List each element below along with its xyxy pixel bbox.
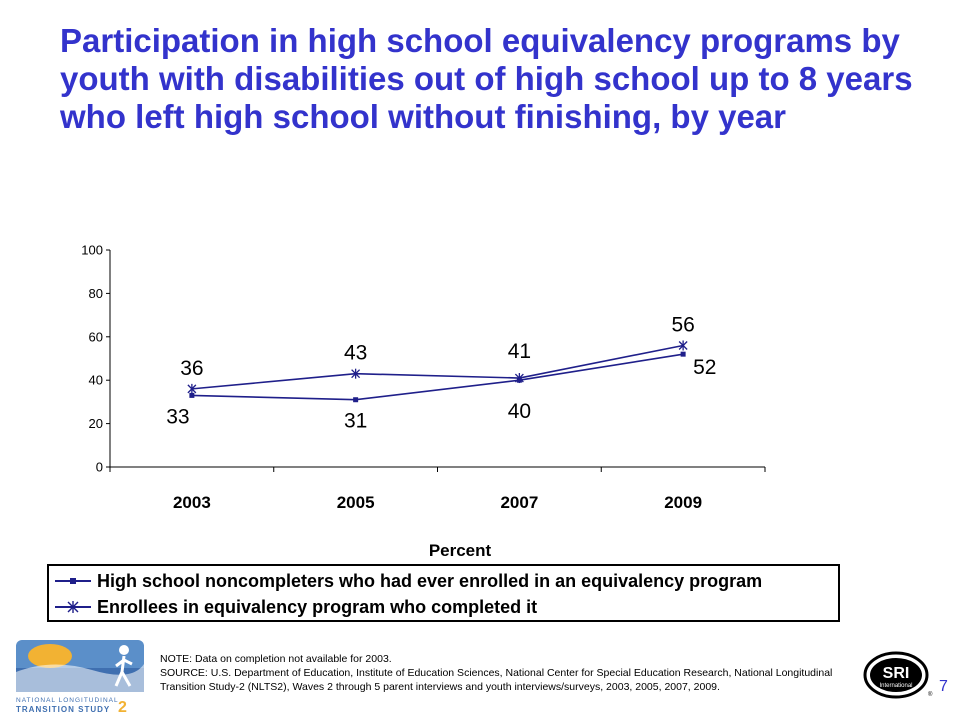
x-category-label: 2005 (337, 493, 375, 512)
data-point-asterisk (678, 340, 688, 351)
data-labels: 33 31 40 52 36 43 41 56 (166, 313, 716, 432)
y-tick-label: 60 (89, 329, 103, 344)
data-label: 43 (344, 342, 367, 365)
legend-label-noncompleters: High school noncompleters who had ever e… (97, 570, 763, 591)
data-label: 56 (671, 313, 694, 336)
data-label: 41 (508, 340, 531, 363)
y-tick-label: 100 (81, 243, 103, 258)
note-text: NOTE: Data on completion not available f… (160, 653, 392, 665)
x-axis-categories: 2003 2005 2007 2009 (109, 467, 766, 512)
svg-text:2: 2 (118, 699, 127, 714)
svg-text:TRANSITION STUDY: TRANSITION STUDY (16, 705, 110, 714)
x-category-label: 2003 (173, 493, 211, 512)
svg-text:SRI: SRI (883, 665, 910, 682)
data-point-square (353, 397, 359, 403)
data-label: 33 (166, 405, 189, 428)
legend-marker-square (55, 578, 91, 584)
series-line-2 (191, 344, 684, 390)
page-number: 7 (939, 678, 948, 695)
data-point-square (680, 351, 686, 357)
slide-title: Participation in high school equivalency… (60, 22, 913, 135)
series-line-1 (191, 353, 684, 401)
svg-text:NATIONAL LONGITUDINAL: NATIONAL LONGITUDINAL (16, 697, 119, 704)
data-label: 36 (180, 357, 203, 380)
data-point-asterisk (351, 368, 361, 379)
data-label: 31 (344, 410, 367, 433)
svg-text:International: International (879, 683, 912, 689)
y-axis-ticks: 0 20 40 60 80 100 (81, 243, 110, 475)
legend-item-noncompleters: High school noncompleters who had ever e… (53, 569, 762, 593)
data-point-asterisk (514, 373, 524, 384)
chart-series (187, 340, 688, 403)
svg-text:®: ® (928, 691, 933, 698)
y-tick-label: 0 (96, 460, 103, 475)
x-axis-title: Percent (429, 541, 492, 560)
data-point-asterisk (187, 383, 197, 394)
y-tick-label: 20 (89, 416, 103, 431)
sri-logo: SRI International ® (862, 650, 934, 705)
data-point-square (189, 392, 195, 398)
nlts2-logo: NATIONAL LONGITUDINAL TRANSITION STUDY 2 (12, 634, 157, 719)
chart-axes (109, 250, 765, 468)
source-text: SOURCE: U.S. Department of Education, In… (160, 667, 833, 693)
data-label: 40 (508, 400, 531, 423)
legend-marker-asterisk (55, 601, 91, 613)
y-tick-label: 80 (89, 286, 103, 301)
footnote: NOTE: Data on completion not available f… (160, 652, 850, 694)
data-label: 52 (693, 356, 716, 379)
x-category-label: 2009 (664, 493, 702, 512)
y-tick-label: 40 (89, 373, 103, 388)
legend-label-completers: Enrollees in equivalency program who com… (97, 596, 538, 617)
x-category-label: 2007 (500, 493, 538, 512)
legend-item-completers: Enrollees in equivalency program who com… (53, 595, 537, 619)
chart-legend: High school noncompleters who had ever e… (47, 564, 840, 622)
